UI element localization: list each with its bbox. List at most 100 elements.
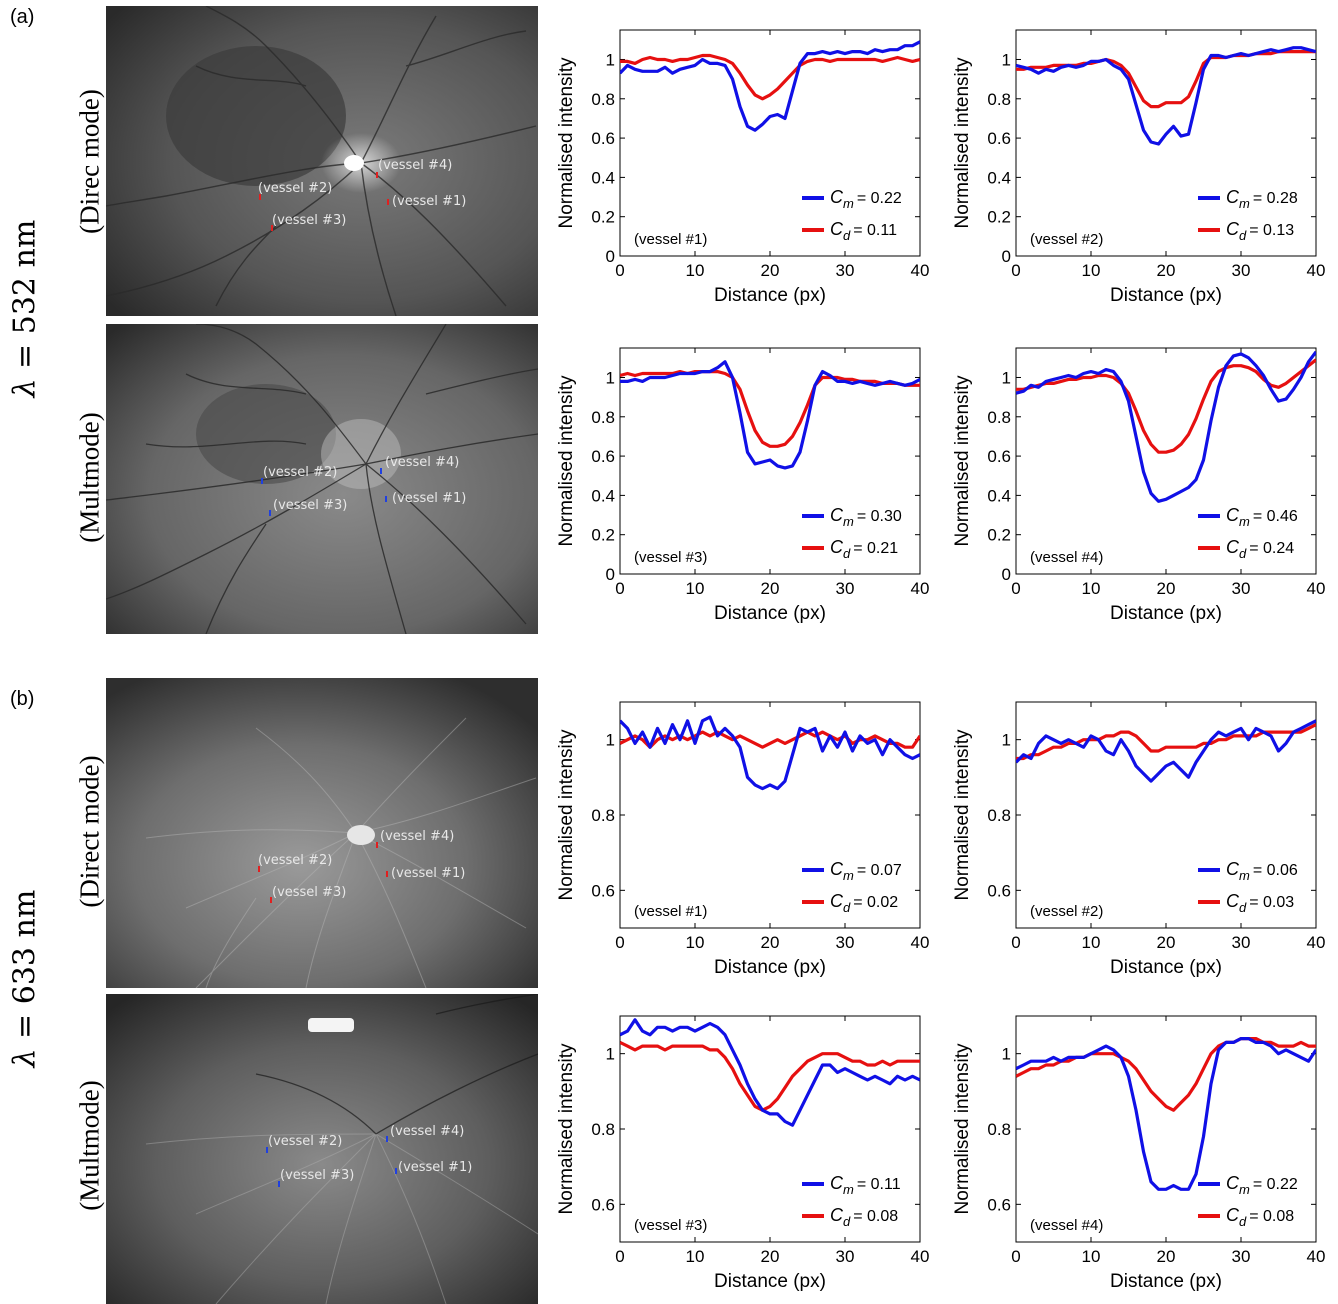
y-tick-label: 1 [606,731,615,750]
fundus-image-b-multi: (vessel #4) (vessel #2) (vessel #1) (ves… [106,994,538,1304]
legend-label: Cm = 0.22 [830,187,902,211]
chart-svg: 0 10 20 30 40 0.6 0.8 1 Distance (px) Normalised … [952,701,1326,978]
series-line-cm [1016,719,1316,783]
x-tick-label: 40 [911,579,930,598]
legend-symbol: C [830,537,844,557]
legend-label: Cd = 0.03 [1226,891,1294,915]
x-tick-label: 30 [836,261,855,280]
y-tick-label: 0 [1002,247,1011,266]
y-tick-label: 0 [1002,565,1011,584]
mode-label-b-direct: (Direct mode) [74,755,105,908]
legend-value: = 0.13 [1249,222,1294,239]
x-tick-label: 40 [1307,1247,1326,1266]
legend-label: Cd = 0.08 [830,1205,898,1229]
legend-label: Cd = 0.13 [1226,219,1294,243]
legend-symbol: C [1226,1173,1240,1193]
legend-symbol: C [830,505,844,525]
chart-svg: 0 10 20 30 40 0 0.2 0.4 0.6 0.8 1 Distance (px) Norm… [556,347,930,624]
y-tick-label: 1 [606,50,615,69]
wavelength-label-a: λ = 532 nm [7,219,43,398]
x-axis-label: Distance (px) [714,285,826,306]
y-tick-label: 0 [606,565,615,584]
legend-subscript: d [1239,546,1247,561]
y-tick-label: 0.6 [591,881,615,900]
x-tick-label: 10 [1082,933,1101,952]
y-tick-label: 0.8 [987,1120,1011,1139]
legend-symbol: C [1226,219,1240,239]
chart-svg: 0 10 20 30 40 0 0.2 0.4 0.6 0.8 1 Distance (px) Norm… [556,29,929,306]
legend-value: = 0.08 [853,1208,898,1225]
series-line-cm [1016,1037,1316,1191]
mode-label-a-multi: (Multmode) [74,412,105,543]
y-tick-label: 0.6 [987,1195,1011,1214]
legend-symbol: C [1226,859,1240,879]
y-tick-label: 0 [606,247,615,266]
legend-subscript: m [1239,868,1250,883]
vessel-label-1: (vessel #1) [392,491,466,506]
x-tick-label: 0 [1011,1247,1020,1266]
x-tick-label: 30 [1232,579,1251,598]
x-tick-label: 10 [1082,579,1101,598]
y-axis-label: Normalised intensity [556,57,577,229]
x-tick-label: 0 [1011,933,1020,952]
y-tick-label: 0.6 [987,881,1011,900]
x-tick-label: 30 [836,579,855,598]
legend-symbol: C [830,1205,844,1225]
y-tick-label: 0.2 [591,526,615,545]
fundus-image-a-multi: (vessel #4) (vessel #2) (vessel #1) (ves… [106,324,538,634]
legend-label: Cm = 0.22 [1226,1173,1298,1197]
y-tick-label: 1 [1002,1045,1011,1064]
y-tick-label: 0.2 [987,208,1011,227]
legend-label: Cm = 0.46 [1226,505,1298,529]
legend-subscript: d [1239,1214,1247,1229]
legend-subscript: m [843,196,854,211]
series-line-cd [620,370,920,448]
x-tick-label: 0 [1011,579,1020,598]
y-axis-label: Normalised intensity [556,1043,577,1215]
vessel-label-1: (vessel #1) [392,194,466,209]
vessel-label-4: (vessel #4) [390,1124,464,1139]
legend-value: = 0.28 [1253,190,1298,207]
x-axis-label: Distance (px) [1110,1271,1222,1292]
y-tick-label: 0.6 [591,1195,615,1214]
legend-subscript: m [1239,196,1250,211]
vessel-label-1: (vessel #1) [391,866,465,881]
series-line-cd [620,1040,920,1112]
x-axis-label: Distance (px) [1110,285,1222,306]
vessel-label-3: (vessel #3) [280,1168,354,1183]
legend-label: Cd = 0.24 [1226,537,1294,561]
y-tick-label: 0.8 [591,806,615,825]
y-tick-label: 1 [1002,731,1011,750]
x-tick-label: 10 [1082,1247,1101,1266]
profile-chart-a-vessel1: 0 10 20 30 40 0 0.2 0.4 0.6 0.8 1 Distance (px) Norm… [540,0,930,318]
legend-symbol: C [830,891,844,911]
y-tick-label: 0.6 [987,129,1011,148]
x-tick-label: 10 [686,933,705,952]
x-tick-label: 40 [1307,579,1326,598]
legend-value: = 0.24 [1249,540,1294,557]
legend-value: = 0.03 [1249,894,1294,911]
legend-symbol: C [1226,187,1240,207]
x-tick-label: 40 [1307,933,1326,952]
legend-subscript: m [843,1182,854,1197]
y-tick-label: 0.4 [987,168,1011,187]
y-tick-label: 0.8 [591,90,615,109]
x-tick-label: 0 [1011,261,1020,280]
vessel-annotation: (vessel #4) [1030,1217,1103,1234]
x-tick-label: 0 [615,261,624,280]
x-tick-label: 10 [1082,261,1101,280]
y-axis-label: Normalised intensity [952,375,973,547]
x-tick-label: 30 [1232,261,1251,280]
x-tick-label: 20 [1157,933,1176,952]
legend-value: = 0.08 [1249,1208,1294,1225]
legend-subscript: d [843,1214,851,1229]
vessel-label-3: (vessel #3) [272,885,346,900]
mode-label-b-multi: (Multmode) [74,1080,105,1211]
y-axis-label: Normalised intensity [556,375,577,547]
series-line-cd [1016,50,1316,109]
x-tick-label: 20 [761,1247,780,1266]
y-axis-label: Normalised intensity [952,1043,973,1215]
y-tick-label: 1 [1002,50,1011,69]
chart-svg: 0 10 20 30 40 0 0.2 0.4 0.6 0.8 1 Distance (px) Norm… [952,347,1326,624]
y-tick-label: 0.6 [987,447,1011,466]
